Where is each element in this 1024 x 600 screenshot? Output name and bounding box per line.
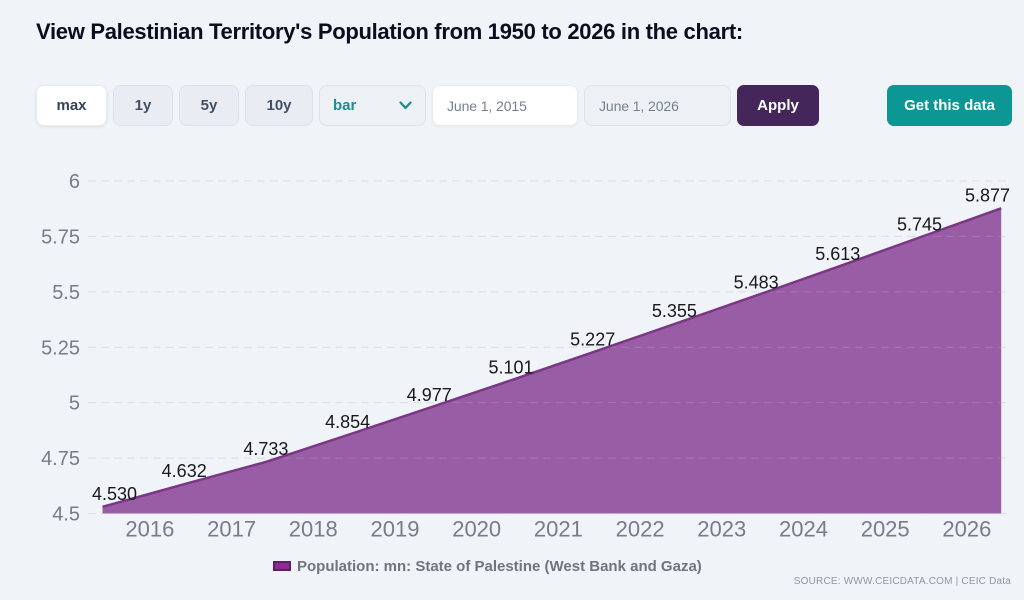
svg-text:5.613: 5.613 [815,244,860,264]
toolbar: max 1y 5y 10y bar June 1, 2015 June 1, 2… [36,85,1012,126]
svg-text:4.530: 4.530 [92,484,137,504]
apply-button[interactable]: Apply [737,85,819,126]
range-button-5y[interactable]: 5y [179,85,239,126]
svg-text:5.75: 5.75 [41,226,80,248]
svg-text:6: 6 [69,171,80,193]
svg-text:5.355: 5.355 [652,301,697,321]
svg-text:5.227: 5.227 [570,329,615,349]
svg-text:2024: 2024 [779,517,828,542]
svg-text:2020: 2020 [452,517,501,542]
svg-text:4.632: 4.632 [162,461,207,481]
legend-swatch [273,561,291,571]
legend-label: Population: mn: State of Palestine (West… [297,557,702,575]
chevron-down-icon [399,101,412,110]
svg-text:2018: 2018 [289,517,338,542]
range-button-10y[interactable]: 10y [245,85,313,126]
page-title: View Palestinian Territory's Population … [36,19,743,44]
svg-text:2023: 2023 [697,517,746,542]
svg-text:5.5: 5.5 [52,282,80,304]
chart-legend[interactable]: Population: mn: State of Palestine (West… [273,557,702,575]
svg-text:4.5: 4.5 [52,504,80,526]
chart-type-select[interactable]: bar [319,85,426,126]
date-to-input[interactable]: June 1, 2026 [584,85,731,126]
svg-text:5.745: 5.745 [897,215,942,235]
svg-text:2025: 2025 [861,517,910,542]
svg-text:5.483: 5.483 [734,273,779,293]
svg-text:4.75: 4.75 [41,448,80,470]
svg-text:4.977: 4.977 [407,385,452,405]
svg-text:4.854: 4.854 [325,412,370,432]
source-note: SOURCE: WWW.CEICDATA.COM | CEIC Data [793,576,1011,587]
svg-text:5.101: 5.101 [488,357,533,377]
svg-text:2017: 2017 [207,517,256,542]
chart-type-value: bar [333,97,357,114]
svg-text:2021: 2021 [534,517,583,542]
date-from-input[interactable]: June 1, 2015 [432,85,578,126]
svg-text:2019: 2019 [371,517,420,542]
svg-text:5: 5 [69,393,80,415]
svg-text:5.25: 5.25 [41,337,80,359]
range-button-max[interactable]: max [36,85,107,126]
svg-text:2022: 2022 [616,517,665,542]
range-button-1y[interactable]: 1y [113,85,173,126]
svg-text:2026: 2026 [942,517,991,542]
get-this-data-button[interactable]: Get this data [887,85,1012,126]
svg-text:2016: 2016 [125,517,174,542]
population-area-chart: 4.5 4.75 5 5.25 5.5 5.75 6 2016 2017 2018 2019 2020… [41,171,1010,542]
svg-text:4.733: 4.733 [243,439,288,459]
svg-text:5.877: 5.877 [965,185,1010,205]
